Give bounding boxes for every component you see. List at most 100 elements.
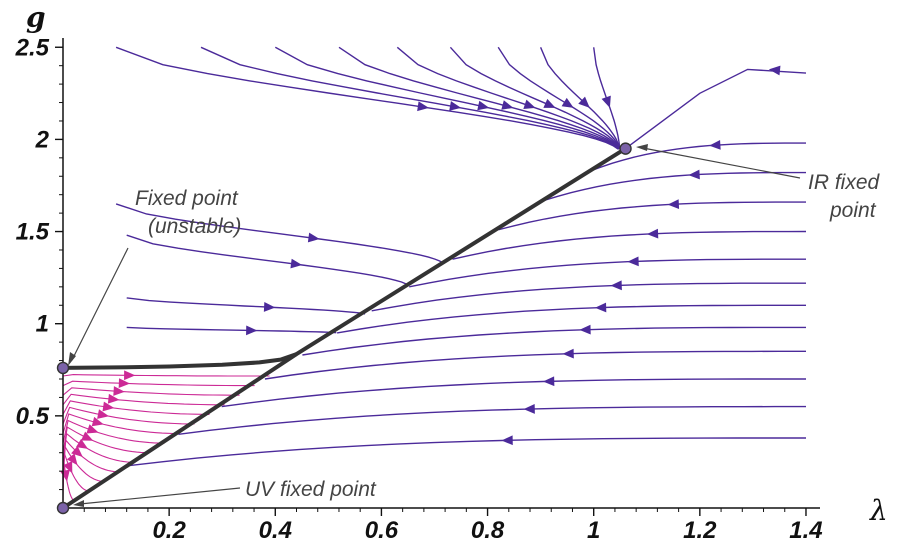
flow-arrow-left-8 <box>601 95 611 108</box>
x-tick-label-1: 0.4 <box>259 517 292 544</box>
fixed-point-UV <box>56 501 70 515</box>
flow-arrow-right-4 <box>627 256 639 267</box>
annotation-uv-pointer <box>79 487 241 505</box>
flow-line-right-8 <box>264 350 806 380</box>
flow-line-right-5 <box>371 282 806 312</box>
x-tick-label-2: 0.6 <box>365 517 399 544</box>
flow-arrow-right-0 <box>709 140 721 150</box>
flow-arrow-right-3 <box>646 228 659 239</box>
flow-arrow-pink-1 <box>63 461 73 474</box>
flow-arrow-left-2 <box>477 100 490 111</box>
separatrix-left-plateau <box>62 352 298 370</box>
y-tick-label-0: 0.5 <box>16 403 50 430</box>
axes <box>55 38 820 516</box>
flow-line-left-10 <box>126 234 409 286</box>
flow-arrow-right-9 <box>543 376 555 387</box>
tick-labels: 0.2 0.4 0.6 0.8 1 1.2 1.4 0.5 1 1.5 2 2.5 <box>15 34 823 544</box>
separatrix-lines <box>61 146 627 510</box>
flow-arrow-left-4 <box>523 99 536 109</box>
flow-line-left-7 <box>539 47 621 150</box>
annotation-ir-arrowhead <box>636 144 648 151</box>
flow-arrow-pink-9 <box>102 401 115 412</box>
flow-line-right-10 <box>178 405 806 435</box>
flow-arrow-right-1 <box>688 169 700 180</box>
annotation-unstable-pointer <box>71 247 129 361</box>
flow-line-left-3 <box>338 46 620 150</box>
flow-arrow-pink-12 <box>118 378 131 389</box>
flow-arrow-right-2 <box>667 199 680 209</box>
flow-arrow-left-9 <box>307 232 320 243</box>
flow-arrow-right-10 <box>523 404 535 414</box>
annotation-unstable-arrowhead <box>68 352 76 366</box>
flow-arrow-pink-11 <box>113 386 125 396</box>
flow-arrow-pink-13 <box>124 370 136 381</box>
flow-line-right-2 <box>498 201 806 231</box>
fixed-points <box>56 142 632 515</box>
flow-line-pink-8 <box>62 406 195 425</box>
fixed-point-unstable <box>56 361 70 375</box>
annotation-ir: IR fixed point <box>636 144 881 222</box>
separatrix-diagonal <box>61 146 627 510</box>
flow-arrow-pink-7 <box>91 416 104 427</box>
y-axis-title: g <box>26 1 46 34</box>
flow-arrow-right-5 <box>610 280 622 291</box>
flow-arrow-pink-4 <box>75 438 89 449</box>
flow-line-pink-7 <box>62 413 180 435</box>
x-tick-label-3: 0.8 <box>471 517 505 544</box>
flow-line-right-7 <box>302 326 806 356</box>
flow-line-left-6 <box>497 46 621 150</box>
flow-arrow-left-11 <box>263 302 276 312</box>
x-tick-label-0: 0.2 <box>152 517 186 544</box>
flow-line-pink-1 <box>62 453 90 492</box>
flow-line-right-0 <box>590 142 806 172</box>
flow-line-right-9 <box>221 378 806 408</box>
flow-line-left-9 <box>115 203 444 264</box>
flow-arrow-left-10 <box>290 258 303 269</box>
annotation-uv-arrowhead <box>73 500 84 507</box>
flow-line-pink-3 <box>62 438 120 473</box>
flow-line-pink-11 <box>62 387 240 396</box>
x-axis-title: λ <box>869 494 888 527</box>
flow-line-right-6 <box>336 304 806 334</box>
flow-arrow-left-3 <box>501 100 514 110</box>
flow-arrow-pink-6 <box>86 424 99 434</box>
flow-arrow-left-6 <box>561 97 574 108</box>
flow-arrow-right-8 <box>562 348 574 359</box>
flow-line-left-12 <box>126 326 337 334</box>
flow-arrow-right-7 <box>579 324 591 335</box>
y-tick-label-4: 2.5 <box>15 34 50 61</box>
flow-lines <box>60 46 807 502</box>
annotation-ir-line2: point <box>829 199 877 222</box>
annotation-uv: UV fixed point <box>73 478 377 507</box>
flow-arrow-pink-2 <box>66 453 78 466</box>
flow-line-right-3 <box>452 230 807 260</box>
flow-line-right-4 <box>409 258 806 288</box>
flow-line-pink-10 <box>62 393 225 406</box>
annotation-uv-label: UV fixed point <box>245 478 377 501</box>
flow-line-upper <box>625 68 807 150</box>
y-tick-label-2: 1.5 <box>16 219 50 246</box>
flow-arrow-pink-3 <box>71 446 83 458</box>
flow-line-left-4 <box>396 46 620 150</box>
x-tick-label-5: 1.2 <box>683 517 717 544</box>
annotation-unstable-line1: Fixed point <box>135 187 239 210</box>
flow-line-pink-6 <box>62 419 165 444</box>
flow-line-pink-12 <box>62 380 255 387</box>
fixed-point-IR <box>619 142 632 155</box>
annotation-ir-pointer <box>642 147 801 179</box>
annotation-unstable: Fixed point (unstable) <box>68 187 241 366</box>
flow-line-left-1 <box>200 46 619 150</box>
flow-arrow-left-1 <box>449 101 462 111</box>
annotation-unstable-line2: (unstable) <box>148 215 241 238</box>
flow-line-right-11 <box>129 437 806 467</box>
flow-line-left-2 <box>274 46 620 150</box>
flow-line-pink-9 <box>62 400 210 415</box>
flow-line-right-1 <box>544 171 806 201</box>
flow-arrow-left-12 <box>246 325 258 336</box>
flow-line-pink-4 <box>62 432 135 463</box>
flow-line-left-8 <box>593 47 621 150</box>
flow-line-left-11 <box>126 297 366 315</box>
flow-line-pink-13 <box>62 374 270 377</box>
flow-arrow-pink-5 <box>81 431 94 441</box>
